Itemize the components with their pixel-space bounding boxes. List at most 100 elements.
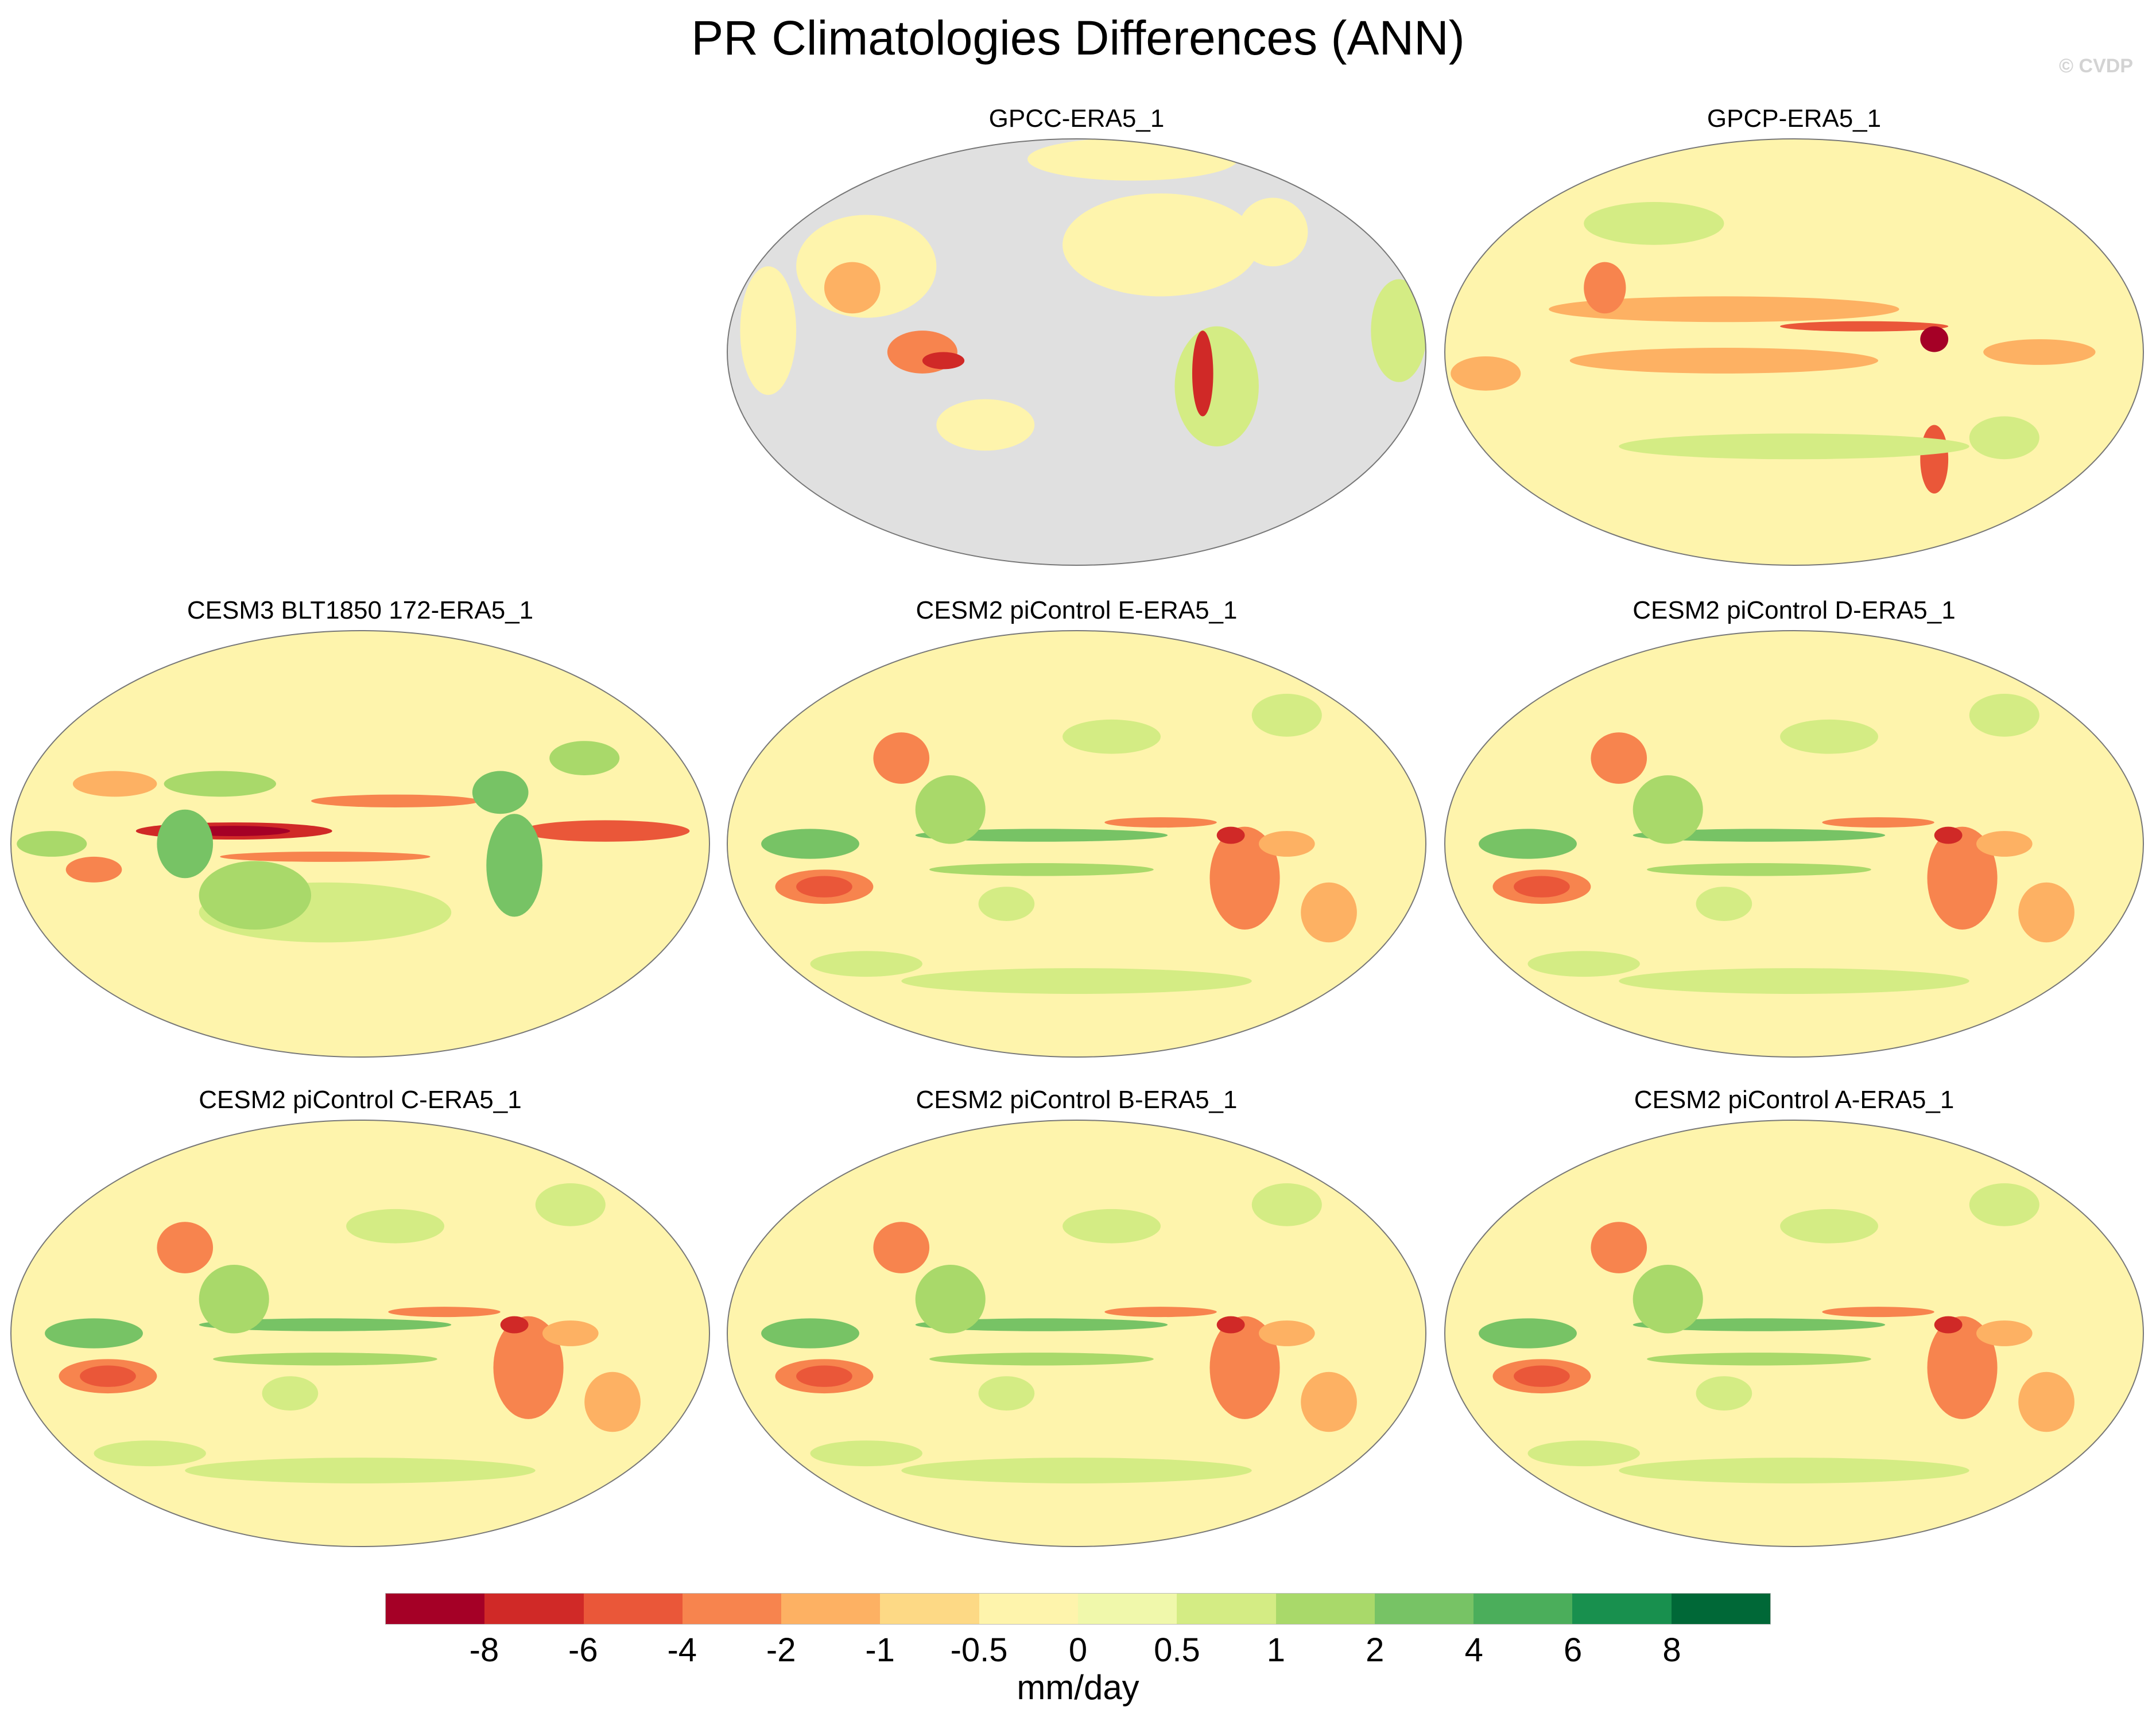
- precip-anomaly-region: [1258, 1320, 1315, 1346]
- precip-anomaly-region: [1969, 416, 2039, 460]
- panel-title: CESM2 piControl B-ERA5_1: [916, 1086, 1238, 1114]
- colorbar-tick-label: -4: [667, 1631, 697, 1669]
- panel-title: GPCP-ERA5_1: [1707, 104, 1882, 133]
- precip-anomaly-region: [2018, 882, 2074, 943]
- precip-anomaly-region: [1063, 193, 1259, 297]
- precip-anomaly-region: [1822, 817, 1934, 828]
- precip-anomaly-region: [2018, 1372, 2074, 1432]
- precip-anomaly-region: [542, 1320, 599, 1346]
- precip-anomaly-region: [810, 1440, 922, 1467]
- colorbar-swatch: [1077, 1594, 1177, 1624]
- precip-anomaly-region: [493, 1316, 564, 1419]
- precip-anomaly-region: [1927, 826, 1998, 930]
- precip-anomaly-region: [1584, 262, 1626, 314]
- precip-anomaly-region: [388, 1307, 501, 1318]
- precip-anomaly-region: [1983, 339, 2096, 365]
- precip-anomaly-region: [978, 887, 1035, 921]
- colorbar-swatch: [1275, 1594, 1375, 1624]
- panel-title: GPCC-ERA5_1: [988, 104, 1165, 133]
- precip-anomaly-region: [1780, 1209, 1879, 1244]
- colorbar-tick-label: 8: [1662, 1631, 1681, 1669]
- precip-anomaly-region: [810, 951, 922, 977]
- map-panel: CESM2 piControl A-ERA5_1: [1444, 1086, 2145, 1548]
- precip-anomaly-region: [1927, 1316, 1998, 1419]
- map-panel: GPCP-ERA5_1: [1444, 104, 2145, 566]
- precip-anomaly-region: [535, 1183, 606, 1226]
- precip-anomaly-region: [72, 771, 157, 797]
- robinson-map: [10, 1120, 710, 1547]
- robinson-map: [10, 630, 710, 1058]
- precip-anomaly-region: [761, 829, 859, 859]
- panel-title: CESM3 BLT1850 172-ERA5_1: [187, 596, 534, 624]
- precip-anomaly-region: [45, 1318, 143, 1349]
- precip-anomaly-region: [915, 1264, 986, 1334]
- colorbar-tick-label: 1: [1266, 1631, 1285, 1669]
- precip-anomaly-region: [1527, 1440, 1640, 1467]
- colorbar-swatch: [484, 1594, 584, 1624]
- map-border: [1444, 138, 2144, 566]
- precip-anomaly-region: [1584, 202, 1724, 245]
- precip-anomaly-region: [1696, 1376, 1752, 1411]
- precip-anomaly-region: [1027, 139, 1238, 181]
- robinson-map: [727, 138, 1426, 566]
- precip-anomaly-region: [472, 771, 529, 814]
- robinson-map: [1444, 630, 2144, 1058]
- precip-anomaly-region: [1301, 1372, 1357, 1432]
- panel-title: CESM2 piControl C-ERA5_1: [199, 1086, 522, 1114]
- map-border: [1444, 630, 2144, 1058]
- precip-anomaly-region: [1934, 826, 1963, 844]
- precip-anomaly-region: [915, 775, 986, 844]
- precip-anomaly-region: [1619, 1458, 1969, 1483]
- precip-anomaly-region: [1619, 433, 1969, 460]
- colorbar: [385, 1593, 1771, 1625]
- colorbar-swatch: [682, 1594, 782, 1624]
- precip-anomaly-region: [1174, 326, 1259, 446]
- cvdp-watermark: © CVDP: [2059, 55, 2133, 77]
- precip-anomaly-region: [1479, 829, 1577, 859]
- precip-anomaly-region: [915, 829, 1168, 842]
- robinson-map: [727, 630, 1426, 1058]
- precip-anomaly-region: [1632, 829, 1886, 842]
- precip-anomaly-region: [1632, 1264, 1703, 1334]
- precip-anomaly-region: [157, 1222, 214, 1273]
- precip-anomaly-region: [1632, 1318, 1886, 1331]
- precip-anomaly-region: [740, 266, 797, 395]
- precip-anomaly-region: [1209, 826, 1280, 930]
- colorbar-tick-label: 4: [1464, 1631, 1483, 1669]
- colorbar-swatch: [1177, 1594, 1276, 1624]
- precip-anomaly-region: [796, 1365, 852, 1387]
- colorbar-tick-label: 2: [1366, 1631, 1385, 1669]
- colorbar-swatch: [1671, 1594, 1770, 1624]
- precip-anomaly-region: [1371, 279, 1426, 382]
- colorbar-tick-label: 0.5: [1154, 1631, 1200, 1669]
- precip-anomaly-region: [1920, 326, 1949, 352]
- precip-anomaly-region: [761, 1318, 859, 1349]
- colorbar-swatch: [583, 1594, 683, 1624]
- precip-anomaly-region: [486, 814, 542, 917]
- colorbar-tick-label: -8: [469, 1631, 499, 1669]
- colorbar-swatch: [1374, 1594, 1474, 1624]
- colorbar-tick-label: -0.5: [950, 1631, 1008, 1669]
- map-background: [11, 631, 709, 1057]
- panel-title: CESM2 piControl D-ERA5_1: [1632, 596, 1956, 624]
- precip-anomaly-region: [199, 861, 312, 930]
- robinson-map: [1444, 1120, 2144, 1547]
- map-panel: CESM2 piControl D-ERA5_1: [1444, 596, 2145, 1058]
- precip-anomaly-region: [1591, 732, 1647, 784]
- precip-anomaly-region: [1969, 694, 2039, 737]
- precip-anomaly-region: [1301, 882, 1357, 943]
- precip-anomaly-region: [584, 1372, 641, 1432]
- precip-anomaly-region: [17, 831, 87, 857]
- colorbar-tick-label: 6: [1564, 1631, 1583, 1669]
- precip-anomaly-region: [1104, 817, 1217, 828]
- robinson-map: [1444, 138, 2144, 566]
- map-panel: CESM2 piControl C-ERA5_1: [10, 1086, 711, 1548]
- panel-title: CESM2 piControl A-ERA5_1: [1634, 1086, 1955, 1114]
- map-panel: CESM3 BLT1850 172-ERA5_1: [10, 596, 711, 1058]
- precip-anomaly-region: [1216, 1316, 1245, 1334]
- map-border: [727, 1120, 1426, 1547]
- precip-anomaly-region: [1920, 425, 1949, 494]
- colorbar-units: mm/day: [1017, 1668, 1139, 1707]
- map-border: [10, 1120, 710, 1547]
- precip-anomaly-region: [500, 1316, 529, 1334]
